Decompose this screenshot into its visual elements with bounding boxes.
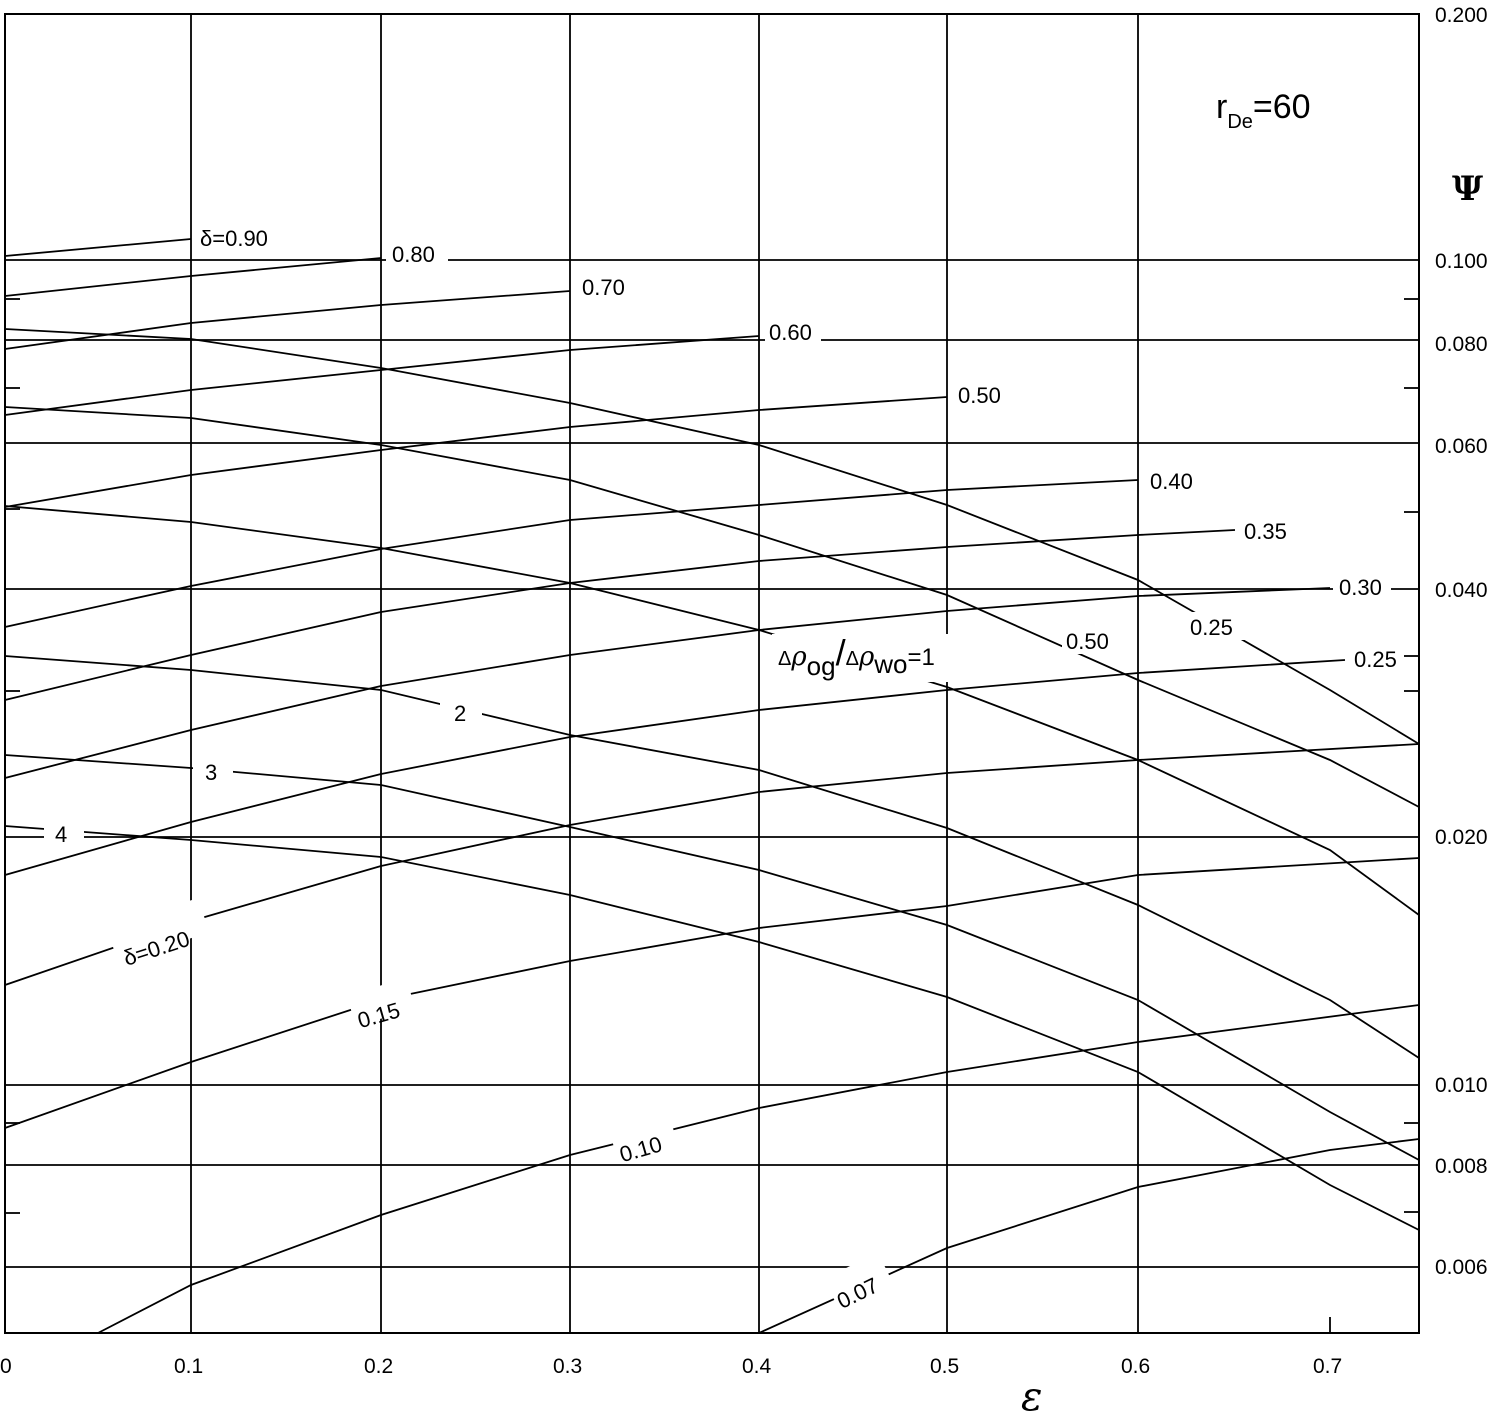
curve-delta-0.50 [4,396,948,508]
label-delta-0.70: 0.70 [582,275,625,300]
x-tick-0.3: 0.3 [553,1355,582,1378]
y-tick-0.100: 0.100 [1435,250,1488,273]
rde-annotation: rDe=60 [1216,88,1311,133]
minor-ticks [5,298,1419,1214]
curve-delta-0.25 [4,659,1346,876]
y-tick-0.060: 0.060 [1435,435,1488,458]
y-tick-0.040: 0.040 [1435,579,1488,602]
curve-delta-0.70 [4,290,571,350]
x-tick-0.5: 0.5 [930,1355,959,1378]
y-tick-0.006: 0.006 [1435,1256,1488,1279]
density-ratio-curves [4,328,1420,1231]
curve-delta-0.30 [4,587,1331,779]
x-axis-label: ε [1021,1374,1042,1420]
curve-delta-0.90 [4,238,192,257]
plot-frame [4,13,1420,1334]
curve-ratio-4 [4,825,1420,1231]
curve-delta-0.80 [4,257,382,297]
x-tick-0.6: 0.6 [1121,1355,1150,1378]
y-tick-0.008: 0.008 [1435,1155,1488,1178]
label-ratio-1: Δρog/Δρwo=1 [778,632,935,681]
y-tick-0.200: 0.200 [1435,4,1488,27]
label-ratio-0.25: 0.25 [1190,615,1233,640]
label-delta-0.35: 0.35 [1244,519,1287,544]
y-tick-labels: 0.200 0.100 0.080 0.060 0.040 0.020 0.01… [1435,4,1488,1279]
curve-ratio-2 [4,655,1420,1059]
curve-ratio-3 [4,754,1420,1161]
curve-delta-0.20 [4,743,1420,986]
label-ratio-0.50: 0.50 [1066,629,1109,654]
curve-ratio-1 [4,505,1420,916]
x-tick-labels: 0 0.1 0.2 0.3 0.4 0.5 0.6 0.7 [0,1355,1342,1378]
ratio-labels: 0.25 0.50 2 3 4 Δρog/Δρwo=1 [55,615,1233,847]
x-tick-0.2: 0.2 [364,1355,393,1378]
x-tick-0.1: 0.1 [174,1355,203,1378]
label-masks [44,240,1402,1308]
curve-ratio-0.25 [4,328,1420,745]
y-tick-0.080: 0.080 [1435,333,1488,356]
label-delta-0.40: 0.40 [1150,469,1193,494]
vertical-gridlines [190,14,1331,1333]
x-tick-0.7: 0.7 [1313,1355,1342,1378]
label-delta-0.30: 0.30 [1339,575,1382,600]
y-tick-0.010: 0.010 [1435,1074,1488,1097]
curve-delta-0.60 [4,335,760,416]
x-tick-0.4: 0.4 [742,1355,772,1378]
label-delta-0.25: 0.25 [1354,647,1397,672]
label-delta-0.50: 0.50 [958,383,1001,408]
label-delta-0.80: 0.80 [392,242,435,267]
label-ratio-4: 4 [55,822,67,847]
label-delta-0.60: 0.60 [769,320,812,345]
y-tick-0.020: 0.020 [1435,826,1488,849]
curve-ratio-0.50 [4,406,1420,808]
curve-delta-0.40 [4,479,1139,628]
curve-delta-0.35 [4,529,1236,701]
label-ratio-2: 2 [454,701,466,726]
label-delta-0.90: δ=0.90 [200,226,268,251]
label-ratio-3: 3 [205,760,217,785]
curve-delta-0.15 [4,857,1420,1129]
y-axis-label: Ψ [1452,169,1483,209]
x-tick-0: 0 [0,1355,12,1378]
delta-curves [4,238,1420,1334]
